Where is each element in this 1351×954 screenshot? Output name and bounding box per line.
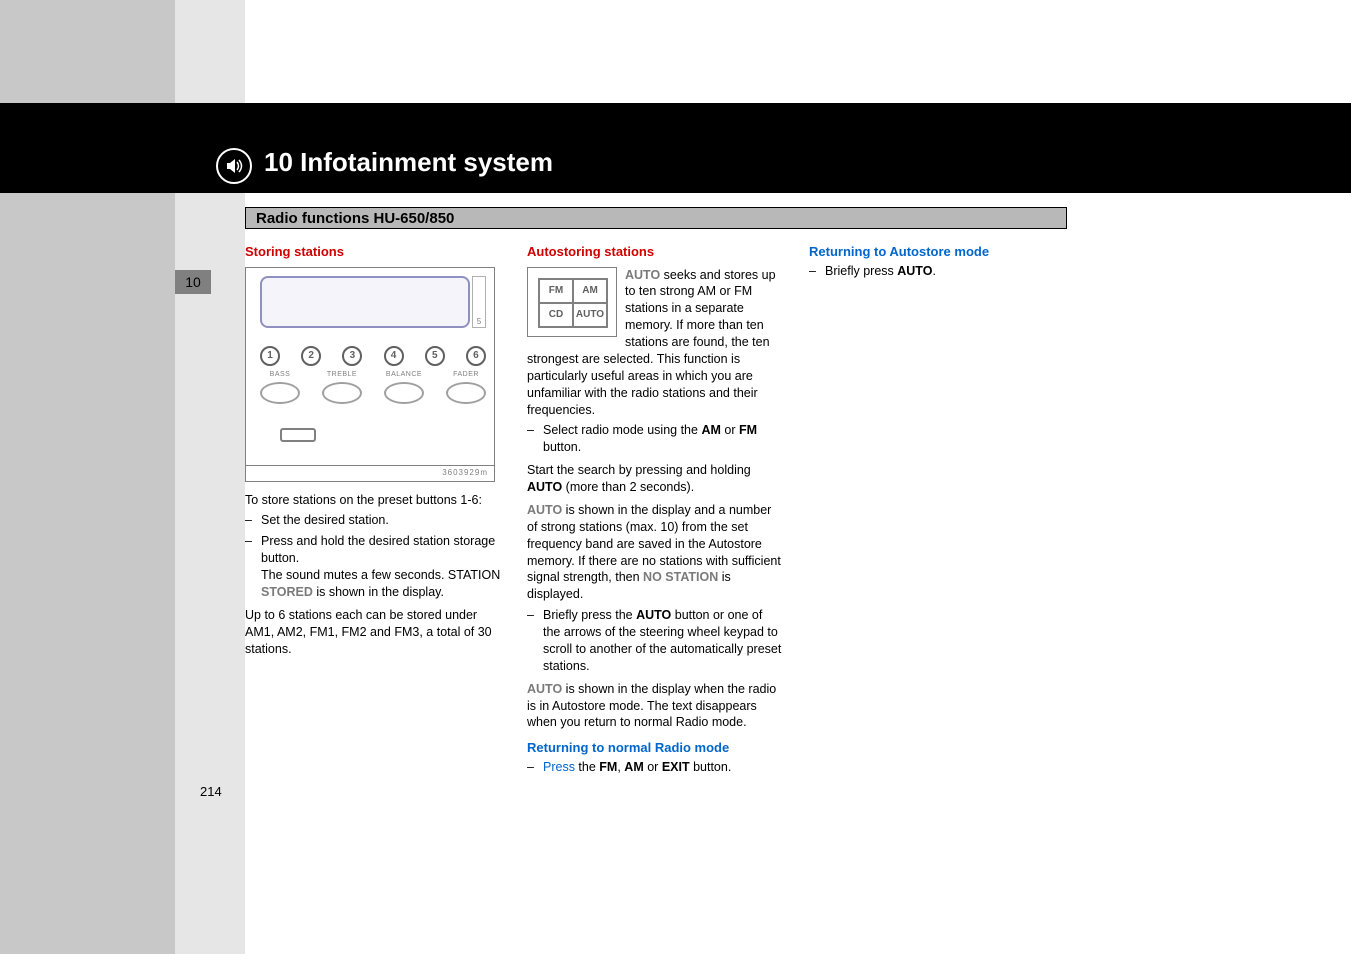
radio-preset-figure: 5 1 2 3 4 5 6 BASS TREBLE BALANCE FADER <box>245 267 495 482</box>
col2-p3: AUTO is shown in the display and a numbe… <box>527 502 783 603</box>
dash-icon: – <box>527 759 543 776</box>
label-balance: BALANCE <box>384 370 424 379</box>
label-bass: BASS <box>260 370 300 379</box>
mode-button-figure: FM AM CD AUTO <box>527 267 617 337</box>
cassette-slot <box>280 428 316 442</box>
page-number: 214 <box>200 784 222 799</box>
col3-bullet-1: – Briefly press AUTO. <box>809 263 1065 280</box>
knob-balance <box>384 382 424 404</box>
p1-auto: AUTO <box>625 268 660 282</box>
preset-5: 5 <box>425 346 445 366</box>
knob-row <box>260 382 486 409</box>
mode-grid: FM AM CD AUTO <box>538 278 608 328</box>
col2-bullet-2: – Briefly press the AUTO button or one o… <box>527 607 783 675</box>
dash-icon: – <box>527 422 543 456</box>
chapter-title: 10 Infotainment system <box>264 147 553 178</box>
col3-b1-text: Briefly press AUTO. <box>825 263 1065 280</box>
label-treble: TREBLE <box>322 370 362 379</box>
col2-p2: Start the search by pressing and holding… <box>527 462 783 496</box>
dash-icon: – <box>809 263 825 280</box>
col2-b2-text: Briefly press the AUTO button or one of … <box>543 607 783 675</box>
column-1: Storing stations 5 1 2 3 4 5 6 BASS TREB… <box>245 243 501 776</box>
col1-bullet-1: – Set the desired station. <box>245 512 501 529</box>
col2-bullet-3: – Press the FM, AM or EXIT button. <box>527 759 783 776</box>
content-columns: Storing stations 5 1 2 3 4 5 6 BASS TREB… <box>245 243 1067 776</box>
mode-fm: FM <box>539 279 573 303</box>
col1-heading: Storing stations <box>245 243 501 261</box>
preset-4: 4 <box>384 346 404 366</box>
col3-heading: Returning to Autostore mode <box>809 243 1065 261</box>
col2-p4: AUTO is shown in the display when the ra… <box>527 681 783 732</box>
chapter-tab: 10 <box>175 270 211 294</box>
dash-icon: – <box>245 533 261 601</box>
preset-6: 6 <box>466 346 486 366</box>
chapter-band <box>0 103 1351 193</box>
preset-2: 2 <box>301 346 321 366</box>
radio-display <box>260 276 470 328</box>
mode-am: AM <box>573 279 607 303</box>
radio-scale: 5 <box>472 276 486 328</box>
col1-intro: To store stations on the preset buttons … <box>245 492 501 509</box>
col2-heading2: Returning to normal Radio mode <box>527 739 783 757</box>
knob-fader <box>446 382 486 404</box>
knob-treble <box>322 382 362 404</box>
section-title: Radio functions HU-650/850 <box>256 210 454 227</box>
col2-bullet-1: – Select radio mode using the AM or FM b… <box>527 422 783 456</box>
mode-cd: CD <box>539 303 573 327</box>
column-2: Autostoring stations FM AM CD AUTO AUTO … <box>527 243 783 776</box>
dash-icon: – <box>527 607 543 675</box>
col1-outro: Up to 6 stations each can be stored unde… <box>245 607 501 658</box>
col2-heading: Autostoring stations <box>527 243 783 261</box>
dash-icon: – <box>245 512 261 529</box>
section-title-bar: Radio functions HU-650/850 <box>245 207 1067 229</box>
col2-fig-and-p1: FM AM CD AUTO AUTO seeks and stores up t… <box>527 267 783 419</box>
label-fader: FADER <box>446 370 486 379</box>
preset-row: 1 2 3 4 5 6 <box>260 346 486 366</box>
mode-auto: AUTO <box>573 303 607 327</box>
preset-1: 1 <box>260 346 280 366</box>
col1-bullet-2: – Press and hold the desired station sto… <box>245 533 501 601</box>
preset-3: 3 <box>342 346 362 366</box>
speaker-icon <box>216 148 252 184</box>
col1-b2-text: Press and hold the desired station stora… <box>261 533 501 601</box>
col2-b1-text: Select radio mode using the AM or FM but… <box>543 422 783 456</box>
column-3: Returning to Autostore mode – Briefly pr… <box>809 243 1065 776</box>
col1-b1-text: Set the desired station. <box>261 512 501 529</box>
knob-bass <box>260 382 300 404</box>
figure1-code: 3603929m <box>246 465 494 481</box>
knob-label-row: BASS TREBLE BALANCE FADER <box>260 370 486 379</box>
col2-b3-text: Press the FM, AM or EXIT button. <box>543 759 783 776</box>
